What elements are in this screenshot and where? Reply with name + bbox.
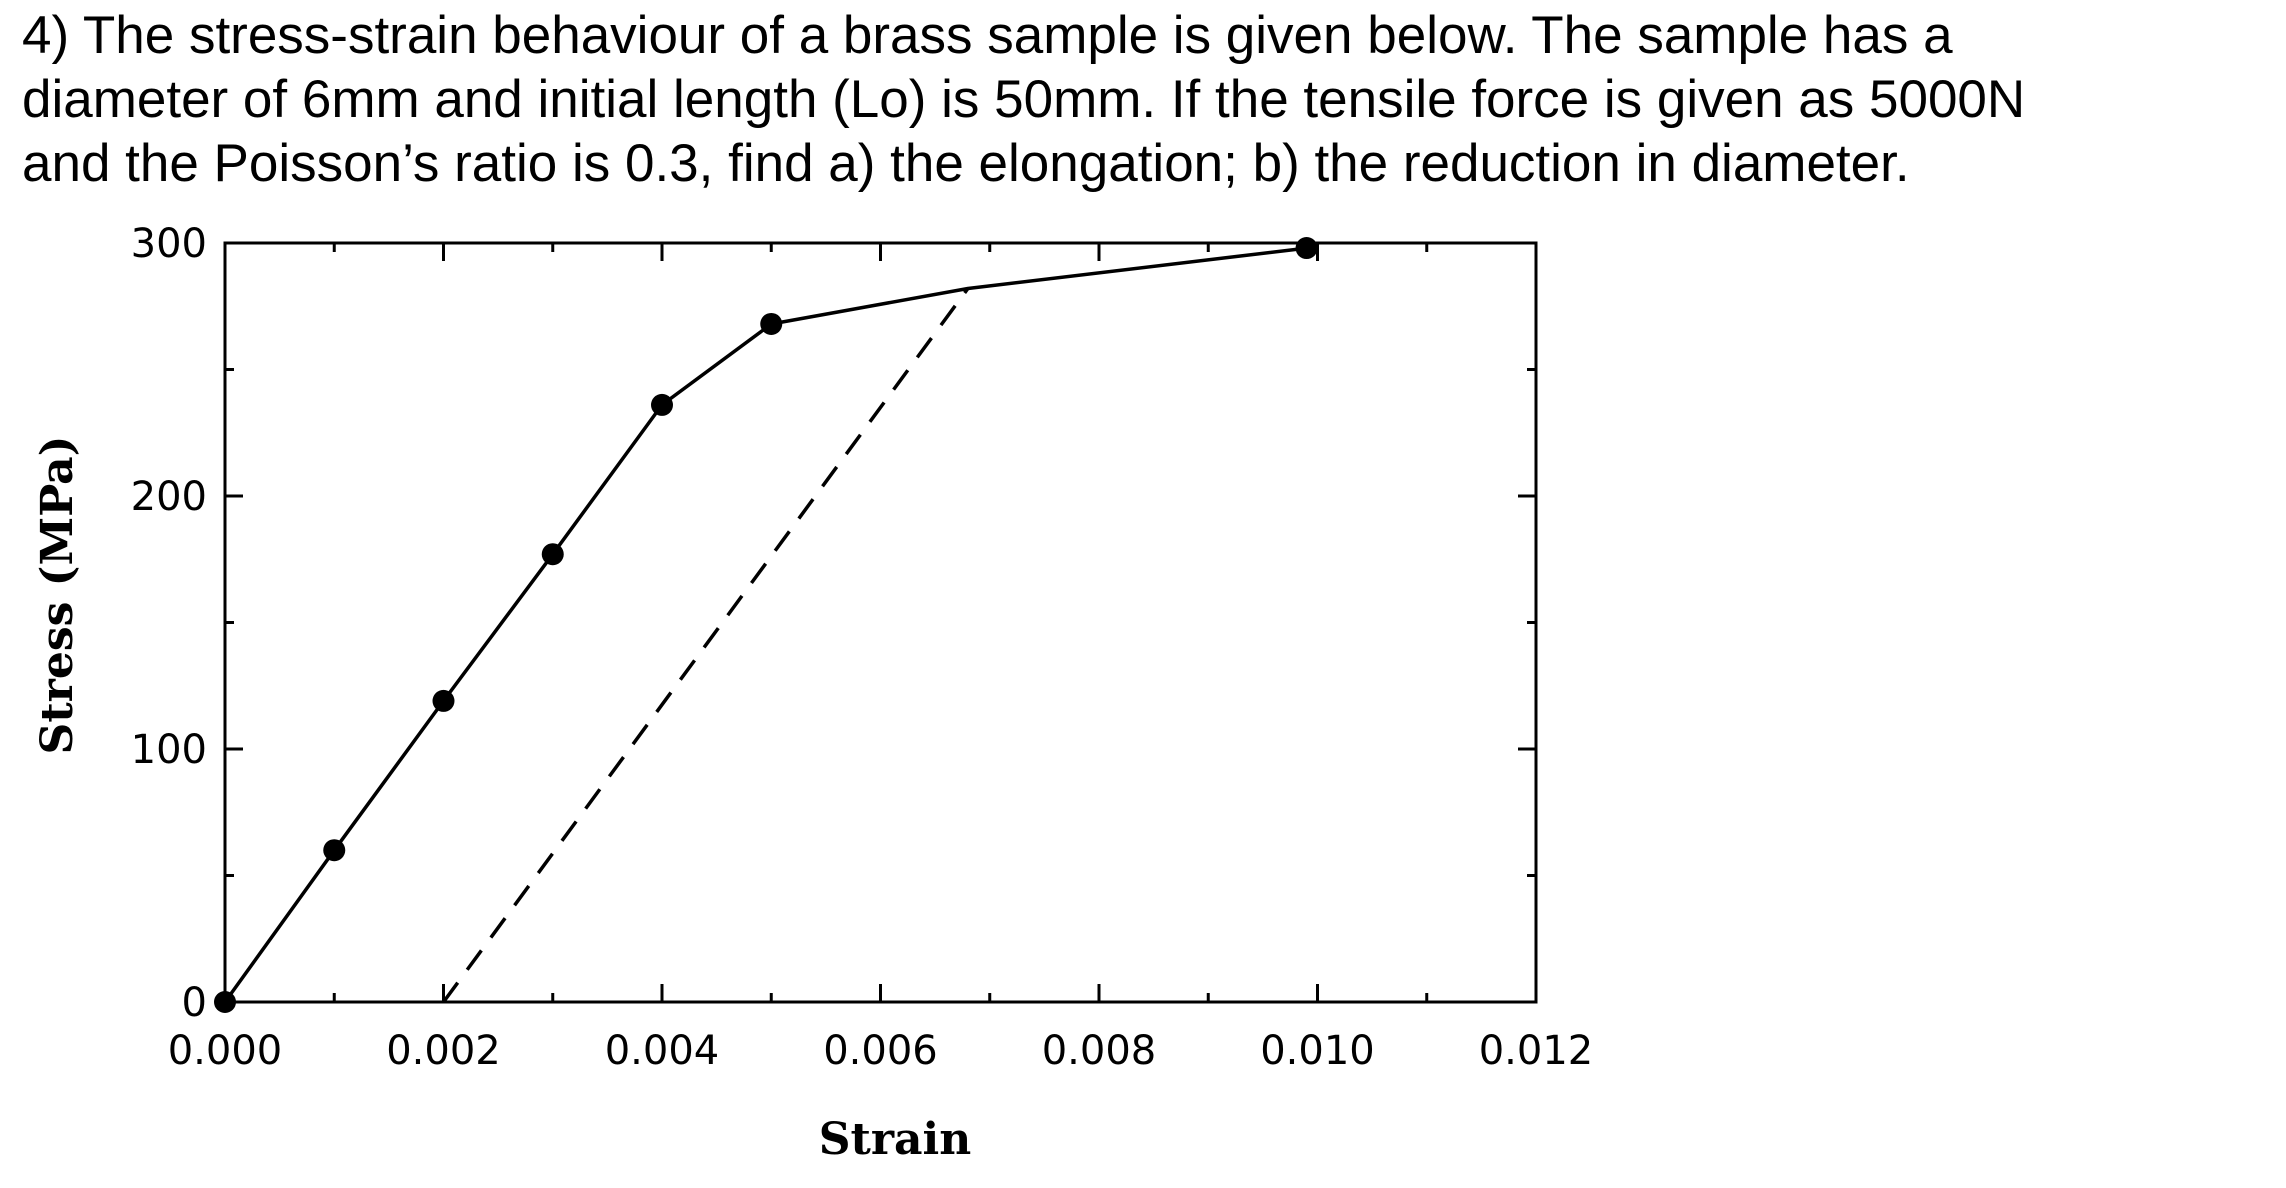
y-tick-label: 100 [131,727,207,773]
data-point-marker [651,393,673,416]
y-tick-label: 200 [131,474,207,520]
plot-frame [223,241,1538,1004]
x-tick-label: 0.006 [823,1028,938,1074]
data-point-marker [541,543,564,566]
question-line-1: 4) The stress-strain behaviour of a bras… [22,6,1953,65]
x-tick-label: 0.002 [386,1028,501,1074]
data-point-marker [214,991,236,1013]
x-tick-label: 0.000 [168,1028,283,1074]
x-tick-label: 0.010 [1260,1028,1375,1074]
labels-layer: 0.000 0.002 0.004 0.006 0.008 0.010 0.012 0 100 2… [131,221,1594,1074]
dashed-offset-line [442,287,970,1004]
x-tick-label: 0.012 [1479,1028,1594,1074]
series-layer [214,237,1318,1013]
y-axis-title: Stress (MPa) [32,436,83,755]
stress-strain-curve [223,246,1307,1004]
x-axis-title: Strain [819,1114,972,1165]
data-point-marker [432,689,455,712]
x-tick-label: 0.004 [605,1028,720,1074]
ticks-layer [223,241,1538,1004]
x-tick-label: 0.008 [1042,1028,1157,1074]
question-line-2: diameter of 6mm and initial length (Lo) … [22,70,2026,129]
y-tick-label: 300 [131,221,207,267]
data-point-marker [323,839,346,862]
y-tick-label: 0 [182,980,207,1026]
question-line-3: and the Poisson’s ratio is 0.3, find a) … [22,134,1910,193]
data-point-marker [1295,237,1318,260]
data-point-marker [760,312,783,335]
